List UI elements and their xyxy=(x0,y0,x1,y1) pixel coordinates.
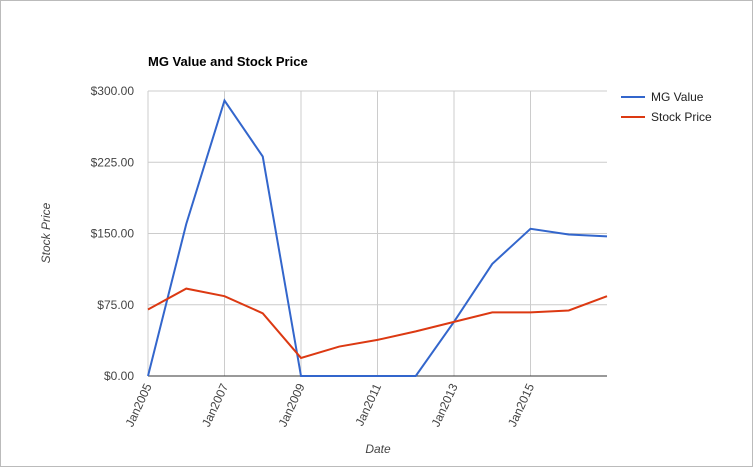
y-tick-label: $150.00 xyxy=(91,227,135,241)
y-tick-label: $225.00 xyxy=(91,155,135,169)
legend-label: Stock Price xyxy=(651,110,712,124)
y-tick-label: $75.00 xyxy=(97,298,134,312)
line xyxy=(147,98,608,377)
x-axis-title: Date xyxy=(365,442,391,456)
legend-label: MG Value xyxy=(651,90,704,104)
y-axis-title: Stock Price xyxy=(39,202,53,263)
y-tick-label: $0.00 xyxy=(104,369,134,383)
line xyxy=(147,287,608,360)
chart-title: MG Value and Stock Price xyxy=(148,54,308,69)
y-tick-label: $300.00 xyxy=(91,84,135,98)
